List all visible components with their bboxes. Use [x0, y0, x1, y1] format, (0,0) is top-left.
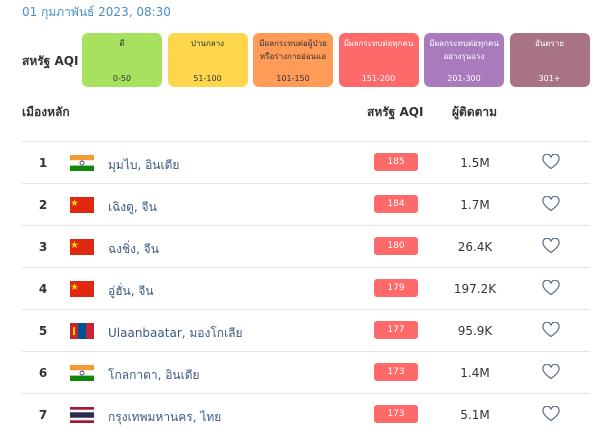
legend-item: มีผลกระทบต่อผู้ป่วยหรือร่างกายอ่อนแอ 101-…	[253, 33, 333, 87]
aqi-badge: 173	[374, 405, 418, 423]
flag-icon	[70, 197, 94, 217]
followers: 95.9K	[457, 324, 493, 338]
flag-icon	[70, 323, 94, 343]
heart-icon	[542, 195, 560, 212]
legend-range: 201-300	[447, 74, 481, 83]
flag	[70, 155, 94, 171]
aqi-badge: 173	[374, 363, 418, 381]
city-link[interactable]: เฉิงดู, จีน	[108, 200, 157, 214]
heart-icon	[542, 405, 560, 422]
followers: 1.7M	[460, 198, 490, 212]
followers: 26.4K	[457, 240, 493, 254]
city-link[interactable]: Ulaanbaatar, มองโกเลีย	[108, 326, 243, 340]
flag-icon	[70, 407, 94, 427]
legend-label: ปานกลาง	[190, 39, 225, 48]
table-row: 6 โกลกาตา, อินเดีย 173 1.4M	[22, 351, 590, 394]
legend-item: ดี 0-50	[82, 33, 162, 87]
follow-button[interactable]	[542, 237, 560, 258]
followers: 1.4M	[460, 366, 490, 380]
follow-button[interactable]	[542, 363, 560, 384]
city-link[interactable]: กรุงเทพมหานคร, ไทย	[108, 410, 222, 424]
column-header: ผู้ติดตาม	[452, 105, 498, 119]
flag-icon	[70, 365, 94, 385]
aqi-badge: 184	[374, 195, 418, 213]
legend-label: สหรัฐ AQI	[22, 54, 79, 68]
follow-button[interactable]	[542, 153, 560, 174]
table-row: 3 ฉงชิ่ง, จีน 180 26.4K	[22, 225, 590, 268]
rank: 2	[38, 198, 48, 212]
followers: 5.1M	[460, 408, 490, 422]
aqi-badge: 179	[374, 279, 418, 297]
follow-button[interactable]	[542, 279, 560, 300]
table-row: 7 กรุงเทพมหานคร, ไทย 173 5.1M	[22, 393, 590, 436]
followers: 1.5M	[460, 156, 490, 170]
legend-item: อันตราย 301+	[509, 33, 590, 87]
heart-icon	[542, 153, 560, 170]
heart-icon	[542, 363, 560, 380]
city-link[interactable]: โกลกาตา, อินเดีย	[108, 368, 200, 382]
follow-button[interactable]	[542, 405, 560, 426]
rank: 3	[38, 240, 48, 254]
legend-item: มีผลกระทบต่อทุกคนอย่างรุนแรง 201-300	[424, 33, 504, 87]
column-header: สหรัฐ AQI	[367, 105, 424, 119]
flag-icon	[70, 239, 94, 259]
legend-range: 51-100	[193, 74, 222, 83]
date: 01 กุมภาพันธ์ 2023, 08:30	[22, 5, 171, 19]
legend-item: ปานกลาง 51-100	[167, 33, 248, 87]
table-row: 4 อู่ฮั่น, จีน 179 197.2K	[22, 267, 590, 310]
follow-button[interactable]	[542, 321, 560, 342]
legend-label: มีผลกระทบต่อผู้ป่วยหรือร่างกายอ่อนแอ	[259, 39, 327, 61]
legend-range: 151-200	[361, 74, 396, 83]
flag	[70, 197, 94, 213]
heart-icon	[542, 279, 560, 296]
table-row: 5 Ulaanbaatar, มองโกเลีย 177 95.9K	[22, 309, 590, 352]
table-row: 1 มุมไบ, อินเดีย 185 1.5M	[22, 141, 590, 184]
legend-label: มีผลกระทบต่อทุกคนอย่างรุนแรง	[429, 39, 499, 61]
flag	[70, 365, 94, 381]
aqi-badge: 177	[374, 321, 418, 339]
legend-range: 101-150	[276, 74, 310, 83]
heart-icon	[542, 321, 560, 338]
flag-icon	[70, 281, 94, 301]
legend-label: อันตราย	[535, 39, 564, 48]
flag	[70, 407, 94, 423]
flag	[70, 239, 94, 255]
follow-button[interactable]	[542, 195, 560, 216]
city-link[interactable]: อู่ฮั่น, จีน	[108, 284, 154, 298]
rank: 5	[38, 324, 48, 338]
city-link[interactable]: มุมไบ, อินเดีย	[108, 158, 180, 172]
rank: 1	[38, 156, 48, 170]
legend-range: 0-50	[112, 74, 132, 83]
heart-icon	[542, 237, 560, 254]
rank: 6	[38, 366, 48, 380]
rank: 4	[38, 282, 48, 296]
rank: 7	[38, 408, 48, 422]
flag	[70, 281, 94, 297]
column-header: เมืองหลัก	[22, 105, 70, 119]
legend-item: มีผลกระทบต่อทุกคน 151-200	[338, 33, 419, 87]
flag-icon	[70, 155, 94, 175]
flag	[70, 323, 94, 339]
aqi-badge: 180	[374, 237, 418, 255]
legend-range: 301+	[538, 74, 561, 83]
legend-label: มีผลกระทบต่อทุกคน	[343, 39, 414, 48]
followers: 197.2K	[453, 282, 497, 296]
city-link[interactable]: ฉงชิ่ง, จีน	[108, 242, 159, 256]
table-row: 2 เฉิงดู, จีน 184 1.7M	[22, 183, 590, 226]
legend-label: ดี	[119, 39, 125, 48]
aqi-badge: 185	[374, 153, 418, 171]
